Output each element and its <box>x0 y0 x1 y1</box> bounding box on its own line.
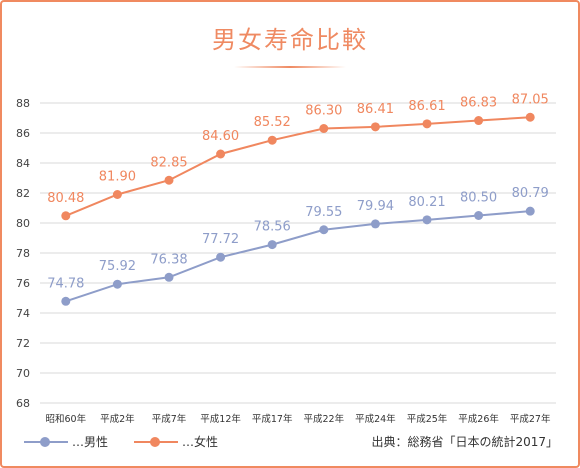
x-tick-label: 平成7年 <box>152 413 187 425</box>
data-label: 77.72 <box>202 232 239 247</box>
data-point <box>474 116 484 126</box>
source-note: 出典：総務省「日本の統計2017」 <box>371 435 558 449</box>
data-point <box>525 206 535 216</box>
y-tick-label: 76 <box>16 277 30 290</box>
title-underline <box>234 66 346 68</box>
legend-item-male: …男性 <box>24 433 108 450</box>
series-layer: 74.78 75.92 76.38 77.72 78.56 79.55 79.94 80.21… <box>47 92 549 306</box>
legend-label-male: …男性 <box>72 435 109 449</box>
y-tick-label: 78 <box>16 247 30 260</box>
y-tick-label: 74 <box>16 307 30 320</box>
y-tick-label: 68 <box>16 397 30 410</box>
x-tick-label: 平成22年 <box>304 413 345 425</box>
data-point <box>422 215 432 225</box>
x-tick-label: 平成24年 <box>355 413 396 425</box>
y-tick-label: 82 <box>16 187 30 200</box>
data-point <box>112 279 122 289</box>
y-axis-ticks: 68 70 72 74 76 78 80 82 84 86 88 <box>16 97 30 410</box>
data-label: 74.78 <box>47 276 84 291</box>
legend-swatch-male <box>24 436 68 447</box>
data-point <box>61 211 71 221</box>
data-label: 85.52 <box>254 115 291 130</box>
data-point <box>61 296 71 306</box>
x-tick-label: 昭和60年 <box>46 413 87 425</box>
legend-item-female: …女性 <box>134 433 218 450</box>
legend-swatch-female <box>134 436 179 447</box>
legend-label-female: …女性 <box>182 435 219 449</box>
data-point <box>525 112 535 122</box>
data-label: 78.56 <box>254 220 291 235</box>
data-label: 86.61 <box>408 99 445 114</box>
y-tick-label: 72 <box>16 337 30 350</box>
series-line <box>65 116 531 217</box>
data-label: 76.38 <box>150 252 187 267</box>
data-label: 86.30 <box>305 104 342 119</box>
data-point <box>422 119 432 129</box>
data-point <box>267 240 277 250</box>
data-label: 79.94 <box>357 199 394 214</box>
data-point <box>164 272 174 282</box>
data-point <box>216 252 226 262</box>
data-point <box>164 175 174 185</box>
data-point <box>112 190 122 199</box>
data-label: 75.92 <box>99 259 136 274</box>
data-point <box>370 122 380 132</box>
y-tick-label: 84 <box>16 157 30 170</box>
data-point <box>319 124 329 133</box>
x-tick-label: 平成26年 <box>458 413 499 425</box>
data-label: 87.05 <box>512 92 549 107</box>
data-label: 80.21 <box>408 195 445 210</box>
y-tick-label: 86 <box>16 127 30 140</box>
data-label: 80.50 <box>460 191 497 206</box>
x-tick-label: 平成17年 <box>252 413 293 425</box>
x-tick-label: 平成25年 <box>407 413 448 425</box>
series-male: 74.78 75.92 76.38 77.72 78.56 79.55 79.94 80.21… <box>47 186 549 306</box>
data-label: 80.48 <box>47 191 84 206</box>
x-tick-label: 平成2年 <box>100 413 135 425</box>
grid-lines <box>40 102 556 404</box>
data-label: 82.85 <box>150 155 187 170</box>
series-female: 80.48 81.90 82.85 84.60 85.52 86.30 86.41 86.61… <box>47 92 549 221</box>
y-tick-label: 70 <box>16 367 30 380</box>
y-tick-label: 80 <box>16 217 30 230</box>
data-label: 84.60 <box>202 129 239 144</box>
x-tick-label: 平成12年 <box>200 413 241 425</box>
data-label: 86.83 <box>460 96 497 111</box>
data-point <box>216 149 226 159</box>
data-label: 81.90 <box>99 170 136 185</box>
data-label: 79.55 <box>305 205 342 220</box>
series-line <box>65 210 531 303</box>
data-point <box>319 225 329 235</box>
legend: …男性 …女性 <box>24 433 244 450</box>
data-point <box>370 219 380 229</box>
data-point <box>474 211 484 220</box>
data-point <box>267 135 277 145</box>
data-label: 80.79 <box>512 186 549 201</box>
x-axis-ticks: 昭和60年 平成2年 平成7年 平成12年 平成17年 平成22年 平成24年 平成25年 平成… <box>46 413 551 425</box>
data-label: 86.41 <box>357 102 394 117</box>
y-tick-label: 88 <box>16 97 30 110</box>
chart-title: 男女寿命比較 <box>212 26 368 54</box>
x-tick-label: 平成27年 <box>510 413 551 425</box>
